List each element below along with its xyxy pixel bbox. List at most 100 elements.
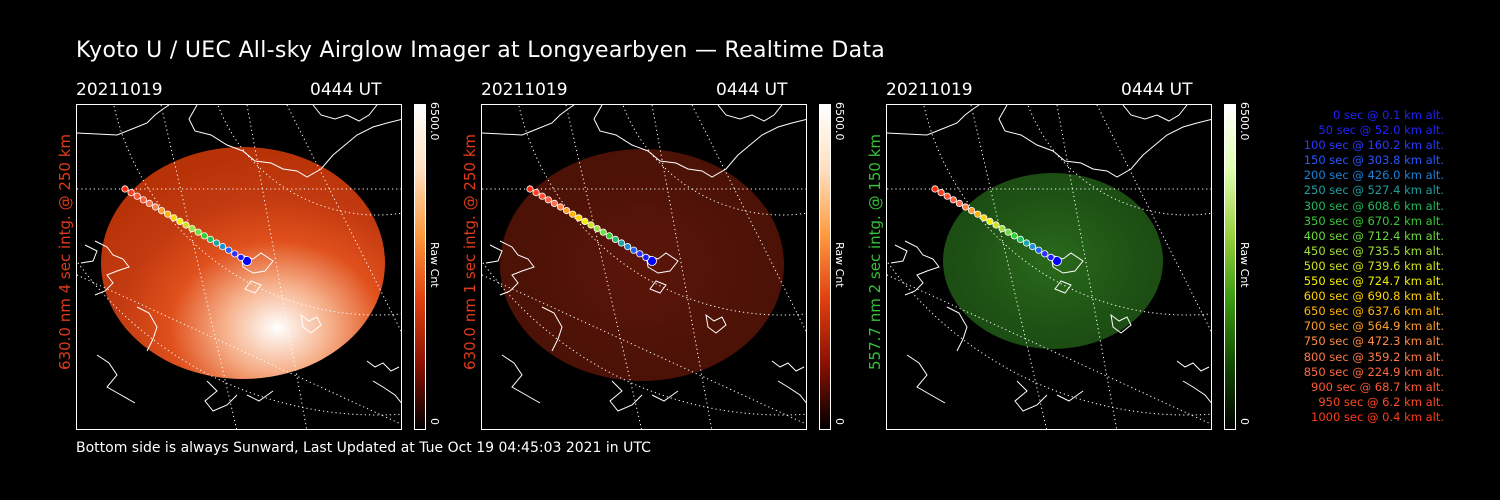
legend-entry: 450 sec @ 735.5 km alt. bbox=[1303, 243, 1444, 258]
trajectory-dot bbox=[587, 221, 595, 229]
trajectory-dot bbox=[563, 207, 571, 215]
trajectory-dot bbox=[212, 239, 221, 247]
trajectory-dot bbox=[1047, 253, 1055, 261]
trajectory-dot bbox=[931, 185, 939, 193]
legend-entry: 700 sec @ 564.9 km alt. bbox=[1303, 319, 1444, 334]
legend-entry: 350 sec @ 670.2 km alt. bbox=[1303, 213, 1444, 228]
trajectory-dot bbox=[943, 192, 951, 200]
trajectory-dot bbox=[133, 192, 141, 200]
legend-entry: 650 sec @ 637.6 km alt. bbox=[1303, 304, 1444, 319]
panel-2-colorbar-max: 6500.0 bbox=[833, 102, 846, 141]
panel-1-wavelength-label: 630.0 nm 4 sec intg. @ 250 km bbox=[56, 133, 74, 370]
legend-entry: 250 sec @ 527.4 km alt. bbox=[1303, 183, 1444, 198]
legend-entry: 550 sec @ 724.7 km alt. bbox=[1303, 274, 1444, 289]
trajectory-dot bbox=[992, 221, 1000, 229]
legend-entry: 850 sec @ 224.9 km alt. bbox=[1303, 364, 1444, 379]
trajectory-dot bbox=[1035, 246, 1043, 254]
trajectory-dot bbox=[170, 214, 178, 222]
legend-entry: 400 sec @ 712.4 km alt. bbox=[1303, 228, 1444, 243]
panel-3-colorbar-max: 6500.0 bbox=[1238, 102, 1251, 141]
legend-entry: 50 sec @ 52.0 km alt. bbox=[1318, 123, 1444, 138]
trajectory-dot bbox=[127, 189, 135, 197]
panel-2-wavelength-label: 630.0 nm 1 sec intg. @ 250 km bbox=[461, 133, 479, 370]
panel-3-time: 0444 UT bbox=[1121, 80, 1193, 100]
legend-entry: 950 sec @ 6.2 km alt. bbox=[1318, 394, 1444, 409]
trajectory-dot bbox=[219, 243, 227, 251]
trajectory-dot bbox=[526, 185, 534, 193]
panel-2-colorbar bbox=[819, 104, 831, 430]
trajectory-dot bbox=[1004, 228, 1012, 236]
trajectory-dot bbox=[158, 207, 166, 215]
trajectory-dot bbox=[955, 199, 964, 208]
panel-2-date: 20211019 bbox=[481, 80, 568, 100]
trajectory-dot bbox=[974, 210, 982, 218]
trajectory-dot bbox=[998, 225, 1006, 233]
trajectory-dot bbox=[937, 189, 945, 197]
legend-entry: 800 sec @ 359.2 km alt. bbox=[1303, 349, 1444, 364]
trajectory-dot bbox=[599, 228, 607, 236]
legend-entry: 1000 sec @ 0.4 km alt. bbox=[1311, 409, 1444, 424]
panel-1-sky-image bbox=[76, 104, 402, 430]
trajectory-dot bbox=[1041, 250, 1049, 258]
trajectory-dot bbox=[636, 250, 644, 258]
trajectory-dot bbox=[182, 221, 190, 229]
panel-1-time: 0444 UT bbox=[310, 80, 382, 100]
legend-entry: 200 sec @ 426.0 km alt. bbox=[1303, 168, 1444, 183]
panel-3-date: 20211019 bbox=[886, 80, 973, 100]
legend-entry: 150 sec @ 303.8 km alt. bbox=[1303, 153, 1444, 168]
trajectory-dot bbox=[980, 214, 988, 222]
trajectory-dot bbox=[242, 256, 252, 266]
panel-2-colorbar-min: 0 bbox=[833, 418, 846, 425]
trajectory-dot bbox=[121, 185, 129, 193]
trajectory-dot bbox=[630, 246, 638, 254]
footer-update-note: Bottom side is always Sunward, Last Upda… bbox=[76, 440, 651, 456]
trajectory-dot bbox=[164, 210, 172, 218]
panel-1-colorbar-max: 6500.0 bbox=[428, 102, 441, 141]
trajectory-dot bbox=[949, 196, 957, 204]
panel-1-colorbar bbox=[414, 104, 426, 430]
trajectory-dot bbox=[617, 239, 626, 247]
trajectory-dot bbox=[611, 235, 619, 243]
trajectory-dot bbox=[1022, 239, 1031, 247]
legend-entry: 900 sec @ 68.7 km alt. bbox=[1311, 379, 1444, 394]
trajectory-dot bbox=[194, 228, 202, 236]
trajectory-dot bbox=[1016, 235, 1024, 243]
panel-1-colorbar-unit: Raw Cnt bbox=[428, 242, 441, 288]
page-title: Kyoto U / UEC All-sky Airglow Imager at … bbox=[76, 38, 886, 63]
trajectory-dot bbox=[231, 250, 239, 258]
trajectory-dot bbox=[151, 203, 160, 211]
trajectory-dot bbox=[1052, 256, 1062, 266]
trajectory-dot bbox=[1010, 232, 1018, 240]
trajectory-dot bbox=[145, 199, 154, 208]
panel-3-sky-image bbox=[886, 104, 1212, 430]
trajectory-dot bbox=[647, 256, 657, 266]
panel-2-colorbar-unit: Raw Cnt bbox=[833, 242, 846, 288]
trajectory-dot bbox=[538, 192, 546, 200]
legend-entry: 600 sec @ 690.8 km alt. bbox=[1303, 289, 1444, 304]
trajectory-dot bbox=[532, 189, 540, 197]
trajectory-dot bbox=[961, 203, 970, 211]
legend-entry: 0 sec @ 0.1 km alt. bbox=[1332, 108, 1444, 122]
panel-1-colorbar-min: 0 bbox=[428, 418, 441, 425]
trajectory-dot bbox=[968, 207, 976, 215]
trajectory-dot bbox=[206, 235, 214, 243]
panel-2-sky-image bbox=[481, 104, 807, 430]
panel-3-wavelength-label: 557.7 nm 2 sec intg. @ 150 km bbox=[866, 133, 884, 370]
panel-3-colorbar bbox=[1224, 104, 1236, 430]
trajectory-dot bbox=[986, 217, 994, 226]
trajectory-dot bbox=[575, 214, 583, 222]
trajectory-dot bbox=[225, 246, 233, 254]
legend-entry: 750 sec @ 472.3 km alt. bbox=[1303, 334, 1444, 349]
legend-entry: 300 sec @ 608.6 km alt. bbox=[1303, 198, 1444, 213]
trajectory-dot bbox=[581, 217, 589, 226]
panel-3-colorbar-unit: Raw Cnt bbox=[1238, 242, 1251, 288]
trajectory-dot bbox=[569, 210, 577, 218]
trajectory-dot bbox=[544, 196, 552, 204]
trajectory-dot bbox=[550, 199, 559, 208]
trajectory-dot bbox=[237, 253, 245, 261]
trajectory-dot bbox=[605, 232, 613, 240]
trajectory-legend: 0 sec @ 0.1 km alt. 50 sec @ 52.0 km alt.… bbox=[1262, 108, 1444, 425]
trajectory-dot bbox=[556, 203, 565, 211]
trajectory-dot bbox=[593, 225, 601, 233]
